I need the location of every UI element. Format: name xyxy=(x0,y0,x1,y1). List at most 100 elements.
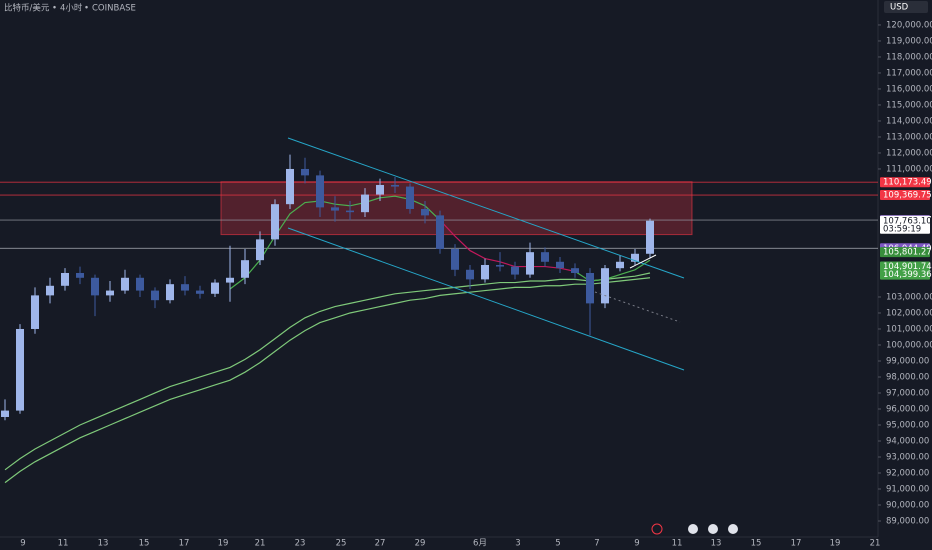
x-tick-label: 11 xyxy=(672,539,683,549)
x-tick-label: 7 xyxy=(594,539,599,549)
y-tick-label: 89,000.00 xyxy=(886,516,929,526)
candle-body xyxy=(481,264,489,280)
y-tick-label: 93,000.00 xyxy=(886,452,929,462)
candle-body xyxy=(31,295,39,329)
y-tick-label: 112,000.00 xyxy=(886,148,932,158)
candle-body xyxy=(46,285,54,296)
candle-body xyxy=(196,290,204,294)
candle-body xyxy=(166,284,174,301)
price-tag-label: 107,763.10 xyxy=(883,216,932,226)
x-tick-label: 19 xyxy=(830,539,841,549)
event-icon[interactable] xyxy=(708,524,718,534)
interval: 4小时 xyxy=(60,3,83,14)
candle-body xyxy=(376,184,384,195)
x-tick-label: 19 xyxy=(218,539,229,549)
candle-body xyxy=(106,290,114,296)
candle-body xyxy=(151,290,159,301)
y-tick-label: 99,000.00 xyxy=(886,356,929,366)
y-tick-label: 95,000.00 xyxy=(886,420,929,430)
x-tick-label: 9 xyxy=(20,539,25,549)
candle-body xyxy=(61,272,69,286)
candle-body xyxy=(346,210,354,213)
currency: USD xyxy=(890,3,909,13)
candle-body xyxy=(586,272,594,304)
x-tick-label: 23 xyxy=(295,539,306,549)
x-tick-label: 27 xyxy=(375,539,386,549)
candle-body xyxy=(571,268,579,273)
x-tick-label: 21 xyxy=(870,539,881,549)
sketch-line[interactable] xyxy=(629,254,657,269)
trend-line[interactable] xyxy=(287,227,685,371)
x-tick-label: 15 xyxy=(139,539,150,549)
projection-line[interactable] xyxy=(594,291,681,323)
y-tick-label: 92,000.00 xyxy=(886,468,929,478)
candle-body xyxy=(241,260,249,278)
x-tick-label: 3 xyxy=(515,539,520,549)
candle-body xyxy=(556,261,564,269)
candle-body xyxy=(541,252,549,262)
separator: • xyxy=(84,4,89,14)
y-tick-label: 113,000.00 xyxy=(886,132,932,142)
candle-body xyxy=(616,261,624,269)
y-tick-label: 116,000.00 xyxy=(886,84,932,94)
x-tick-label: 29 xyxy=(415,539,426,549)
trend-line[interactable] xyxy=(287,137,685,279)
y-tick-label: 118,000.00 xyxy=(886,52,932,62)
candle-body xyxy=(331,207,339,211)
y-tick-label: 100,000.00 xyxy=(886,340,932,350)
countdown: 03:59:19 xyxy=(883,224,921,234)
y-tick-label: 103,000.00 xyxy=(886,292,932,302)
separator: • xyxy=(52,4,57,14)
candle-body xyxy=(451,248,459,270)
x-tick-label: 13 xyxy=(711,539,722,549)
price-tag xyxy=(880,215,930,234)
x-tick-label: 5 xyxy=(555,539,560,549)
y-tick-label: 117,000.00 xyxy=(886,68,932,78)
candle-body xyxy=(286,168,294,205)
y-tick-label: 94,000.00 xyxy=(886,436,929,446)
candle-body xyxy=(526,252,534,275)
event-icon[interactable] xyxy=(728,524,738,534)
price-tag-label: 104,901.74 xyxy=(883,262,932,272)
x-tick-label: 9 xyxy=(634,539,639,549)
candle-body xyxy=(271,204,279,240)
candle-body xyxy=(466,269,474,280)
currency-box[interactable] xyxy=(884,1,928,13)
y-tick-label: 120,000.00 xyxy=(886,20,932,30)
price-tag xyxy=(880,247,930,258)
x-tick-label: 15 xyxy=(751,539,762,549)
drawings xyxy=(287,137,685,371)
candle-body xyxy=(136,277,144,291)
x-tick-label: 6月 xyxy=(473,539,487,549)
x-tick-label: 11 xyxy=(58,539,69,549)
x-tick-label: 17 xyxy=(791,539,802,549)
candle-body xyxy=(16,328,24,411)
candle-body xyxy=(421,208,429,216)
y-tick-label: 96,000.00 xyxy=(886,404,929,414)
x-tick-label: 25 xyxy=(336,539,347,549)
event-icon[interactable] xyxy=(688,524,698,534)
price-tag xyxy=(880,190,930,201)
events xyxy=(651,523,738,535)
price-tag xyxy=(880,261,930,272)
y-tick-label: 97,000.00 xyxy=(886,388,929,398)
y-tick-label: 98,000.00 xyxy=(886,372,929,382)
candle-body xyxy=(256,239,264,261)
candle-body xyxy=(76,272,84,278)
y-tick-label: 91,000.00 xyxy=(886,484,929,494)
candle-body xyxy=(496,264,504,267)
event-icon[interactable] xyxy=(651,523,663,535)
plot xyxy=(0,154,878,484)
candle-body xyxy=(1,410,9,417)
x-tick-label: 17 xyxy=(179,539,190,549)
indicator-line xyxy=(4,277,651,484)
candle-body xyxy=(436,215,444,249)
price-tag xyxy=(880,269,930,280)
exchange: COINBASE xyxy=(92,4,136,14)
candle-body xyxy=(646,220,654,254)
x-tick-label: 13 xyxy=(98,539,109,549)
price-tag-label: 109,369.75 xyxy=(883,191,932,201)
y-tick-label: 102,000.00 xyxy=(886,308,932,318)
candle-body xyxy=(226,277,234,283)
